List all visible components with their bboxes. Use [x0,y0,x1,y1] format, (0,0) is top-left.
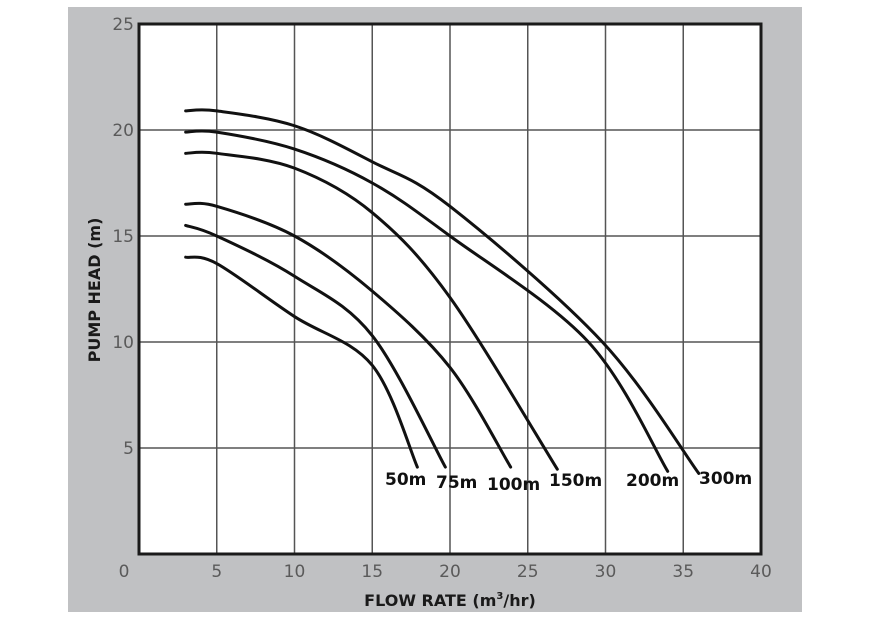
grid-lines [139,24,761,554]
curve-100m [184,201,513,469]
y-tick-label: 10 [112,333,134,353]
x-tick-label: 40 [750,562,772,582]
curve-label-300m: 300m [699,469,752,489]
y-tick-label: 15 [112,227,134,247]
curve-50m [184,255,419,469]
x-tick-label: 35 [672,562,694,582]
plot-border [137,22,763,556]
curve-label-50m: 50m [385,470,426,490]
curve-label-75m: 75m [436,473,477,493]
x-tick-label: 5 [211,562,222,582]
y-axis-ticks: 5 10 15 20 25 [112,15,134,459]
curve-labels: 50m 75m 100m 150m 200m 300m [385,469,752,495]
y-tick-label: 5 [123,439,134,459]
x-axis-label: FLOW RATE (m3/hr) [364,591,536,610]
y-axis-label: PUMP HEAD (m) [85,218,104,363]
curve-label-100m: 100m [487,475,540,495]
x-tick-label: 0 [119,562,130,582]
x-tick-label: 20 [439,562,461,582]
curve-75m [184,223,447,469]
x-tick-label: 30 [595,562,617,582]
x-tick-label: 25 [517,562,539,582]
curve-label-150m: 150m [549,471,602,491]
curve-200m [184,129,670,473]
x-axis-ticks: 0 5 10 15 20 25 30 35 40 [119,562,772,582]
y-tick-label: 20 [112,121,134,141]
pump-curves [184,108,701,475]
x-tick-label: 10 [284,562,306,582]
curve-150m [184,150,559,471]
y-tick-label: 25 [112,15,134,35]
curve-label-200m: 200m [626,471,679,491]
x-tick-label: 15 [361,562,383,582]
curve-300m [184,108,701,475]
